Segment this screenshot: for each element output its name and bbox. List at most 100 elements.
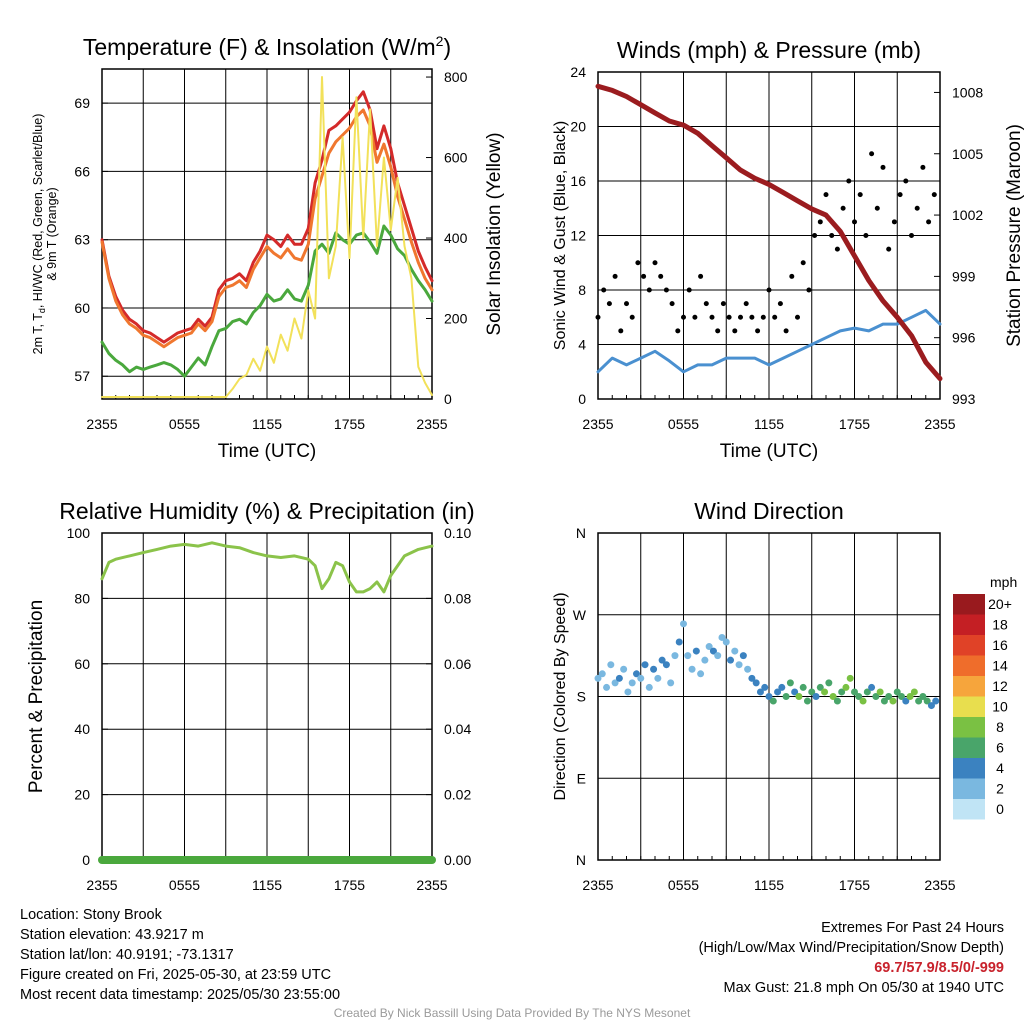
wind-gust-point [652, 260, 658, 266]
rh-y-tick-label: 0 [82, 852, 90, 868]
wdir-point [637, 674, 645, 682]
colorbar-label: 20+ [988, 596, 1012, 612]
recent-data-text: Most recent data timestamp: 2025/05/30 2… [20, 987, 341, 1003]
wdir-y-tick-label: E [577, 770, 586, 786]
wdir-point [898, 693, 906, 700]
colorbar-label: 4 [996, 760, 1004, 776]
wind-y-axis-label: Sonic Wind & Gust (Blue, Black) [552, 121, 569, 350]
colorbar-label: 12 [992, 678, 1008, 694]
wind-gust-point [800, 260, 806, 266]
wind-gust-point [777, 301, 783, 307]
wdir-point [628, 679, 636, 687]
wind-gust-point [692, 314, 698, 320]
wind-title: Winds (mph) & Pressure (mb) [617, 37, 921, 63]
wdir-point [863, 688, 871, 696]
wind-gust-point [869, 151, 875, 157]
elevation-text: Station elevation: 43.9217 m [20, 927, 204, 943]
wind-gust-point [886, 246, 892, 252]
wdir-point [701, 656, 709, 664]
temp-y-axis-label-2: & 9m T (Orange) [45, 187, 59, 280]
wind-gust-point [618, 328, 624, 334]
wdir-point [927, 702, 935, 710]
temp-axes: 2355 0555 1155 1755 2355 [86, 68, 448, 432]
wind-gust-point [880, 164, 886, 170]
colorbar-label: 6 [996, 740, 1004, 756]
wdir-point [654, 674, 662, 682]
wdir-point [846, 674, 854, 682]
wind-y2-tick-label: 999 [952, 268, 976, 284]
temp-x-tick-label: 2355 [86, 416, 117, 432]
wind-gust-point [641, 273, 647, 279]
temp-series-line [100, 224, 434, 378]
wdir-point [876, 688, 884, 696]
wind-gust-point [840, 205, 846, 211]
created-text: Figure created on Fri, 2025-05-30, at 23… [20, 967, 332, 983]
wdir-point [791, 688, 799, 696]
wind-y2-tick-label: 993 [952, 391, 976, 407]
temp-y2-axis-label: Solar Insolation (Yellow) [484, 132, 505, 335]
extremes-panel: Extremes For Past 24 Hours (High/Low/Max… [699, 918, 1004, 998]
rh-y-tick-label: 100 [67, 525, 91, 541]
wdir-point [748, 674, 756, 682]
wdir-point [765, 693, 773, 700]
wdir-point [893, 688, 901, 696]
temp-y2-tick-label: 0 [444, 391, 452, 407]
wind-y2-tick-label: 1008 [952, 84, 983, 100]
wind-gust-point [874, 205, 880, 211]
rh-y2-tick-label: 0.00 [444, 852, 471, 868]
wdir-point [658, 656, 666, 664]
wind-gust-point [817, 219, 823, 225]
wdir-point [680, 620, 687, 628]
wind-gust-point [681, 314, 686, 320]
wind-gust-point [606, 301, 612, 307]
wdir-y-tick-label: S [577, 689, 586, 705]
wind-gust-point [795, 314, 800, 320]
wdir-point [799, 683, 807, 691]
wdir-point [795, 693, 803, 700]
temp-series-line [101, 76, 433, 398]
wind-gust-point [926, 219, 932, 225]
wind-gust-point [863, 233, 869, 238]
wdir-point [632, 670, 640, 678]
colorbar-swatch [953, 696, 985, 717]
wdir-point [778, 683, 786, 691]
wdir-point [808, 688, 816, 696]
wdir-point [603, 683, 611, 691]
wdir-point [744, 665, 752, 673]
colorbar-unit: mph [990, 574, 1017, 590]
wdir-point [684, 652, 692, 660]
wind-gust-point [601, 287, 607, 293]
wdir-point [923, 697, 931, 705]
wind-gust-point [686, 287, 692, 293]
wdir-point [607, 661, 615, 669]
wind-gust-point [709, 314, 715, 320]
wind-gust-point [772, 314, 778, 320]
temp-x-tick-label: 2355 [416, 416, 447, 432]
temp-y2-tick-label: 600 [444, 150, 468, 166]
wdir-point [833, 697, 841, 705]
wind-gust-point [720, 301, 726, 307]
wind-gust-point [755, 328, 761, 334]
wind-gust-point [669, 301, 675, 307]
wdir-x-tick-label: 2355 [924, 877, 955, 893]
wdir-point [667, 679, 675, 687]
temp-series-line [100, 108, 434, 349]
colorbar-label: 2 [996, 781, 1004, 797]
wdir-point [872, 693, 880, 700]
wdir-point [859, 697, 867, 705]
wdir-point [889, 697, 897, 705]
wdir-point [880, 697, 888, 705]
wdir-point [851, 688, 858, 696]
wdir-point [709, 647, 717, 655]
wind-x-tick-label: 2355 [582, 416, 613, 432]
wind-x-tick-label: 1155 [754, 416, 784, 432]
wind-gust-point [812, 233, 818, 238]
colorbar-swatch [953, 676, 985, 697]
wind-gust-point [834, 246, 840, 252]
wdir-y-tick-label: W [573, 607, 587, 623]
rh-y-tick-label: 80 [74, 590, 90, 606]
colorbar-swatch [953, 635, 985, 656]
wind-gust-point [931, 192, 937, 198]
rh-x-tick-label: 1755 [334, 877, 365, 893]
